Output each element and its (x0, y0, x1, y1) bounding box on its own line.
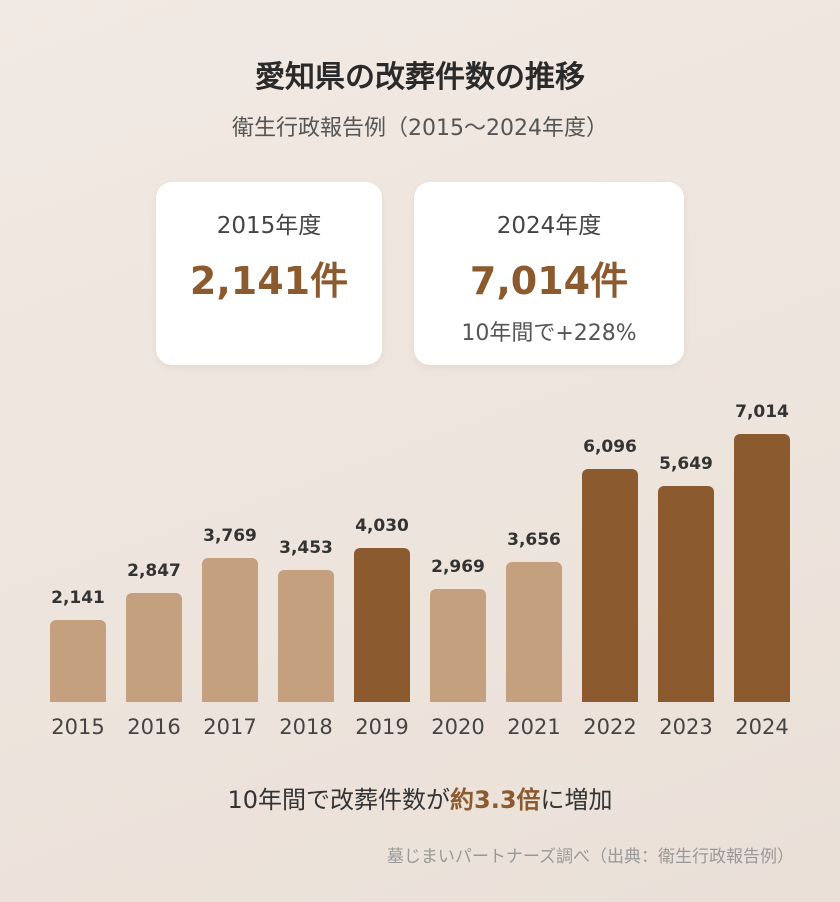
value-label: 3,769 (203, 525, 257, 546)
bar-2023 (658, 486, 714, 702)
x-tick-label: 2021 (507, 715, 561, 739)
x-tick-label: 2016 (127, 715, 181, 739)
summary-pre: 10年間で改葬件数が (227, 786, 451, 814)
bar-2017 (202, 557, 258, 702)
bar-2019 (354, 548, 410, 702)
source-note: 墓じまいパートナーズ調べ（出典：衛生行政報告例） (386, 847, 794, 867)
card-value: 2,141件 (189, 259, 349, 303)
value-label: 2,969 (431, 556, 485, 577)
bar-2018 (278, 570, 334, 702)
stat-card-2024: 2024年度 7,014件 10年間で+228% (414, 182, 684, 365)
summary-emphasis: 約3.3倍 (450, 786, 541, 814)
value-label: 2,141 (51, 588, 105, 609)
card-change: 10年間で+228% (461, 321, 637, 346)
bar-2022 (582, 469, 638, 702)
x-tick-label: 2024 (735, 715, 789, 739)
value-label: 3,453 (279, 538, 333, 559)
x-tick-label: 2017 (203, 715, 257, 739)
summary-post: に増加 (540, 786, 613, 814)
value-label: 6,096 (583, 437, 637, 458)
value-label: 7,014 (735, 402, 789, 422)
x-tick-label: 2023 (659, 715, 713, 739)
value-label: 3,656 (507, 530, 561, 551)
bar-2015 (50, 620, 106, 702)
value-label: 5,649 (659, 454, 713, 475)
bar-2020 (430, 588, 486, 702)
bar-2016 (126, 593, 182, 702)
card-year: 2024年度 (496, 213, 602, 239)
bar-chart: 2,141 2015 2,847 2016 3,769 2017 3,453 2018 4,03… (0, 380, 840, 750)
x-tick-label: 2019 (355, 715, 409, 739)
x-tick-label: 2020 (431, 715, 485, 739)
value-label: 4,030 (355, 516, 409, 537)
value-label: 2,847 (127, 561, 181, 582)
page-subtitle: 衛生行政報告例（2015〜2024年度） (232, 116, 608, 141)
stat-card-2015: 2015年度 2,141件 (156, 182, 382, 365)
card-year: 2015年度 (216, 213, 322, 239)
x-tick-label: 2018 (279, 715, 333, 739)
x-tick-label: 2022 (583, 715, 637, 739)
bar-2024 (734, 434, 790, 702)
summary-text: 10年間で改葬件数が約3.3倍に増加 (0, 780, 840, 815)
page-title: 愛知県の改葬件数の推移 (255, 60, 585, 95)
bar-2021 (506, 562, 562, 702)
x-tick-label: 2015 (51, 715, 105, 739)
card-value: 7,014件 (469, 259, 629, 303)
